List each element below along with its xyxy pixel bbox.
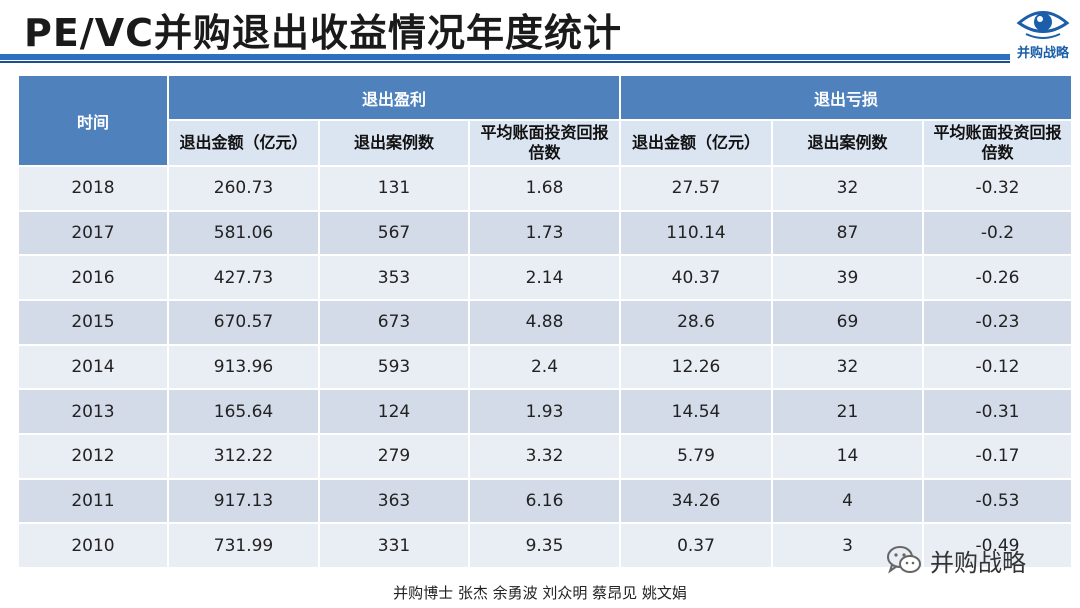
table-cell: 2013 (19, 390, 167, 433)
table-cell: 4.88 (470, 301, 619, 344)
table-cell: 2.4 (470, 345, 619, 389)
table-cell: 2010 (19, 524, 167, 567)
table-cell: 2.14 (470, 256, 619, 299)
table-cell: 131 (320, 167, 468, 210)
subheader-profit-multiple: 平均账面投资回报倍数 (470, 121, 619, 165)
table-cell: 14.54 (621, 390, 771, 433)
table-cell: 2012 (19, 435, 167, 478)
table-cell: 2016 (19, 256, 167, 299)
table-cell: 3 (773, 524, 922, 567)
subheader-profit-cases: 退出案例数 (320, 121, 468, 165)
table-cell: 69 (773, 301, 922, 344)
table-cell: -0.53 (924, 479, 1071, 523)
table-cell: 39 (773, 256, 922, 299)
table-cell: 27.57 (621, 167, 771, 210)
table-cell: 731.99 (169, 524, 318, 567)
table-cell: 670.57 (169, 301, 318, 344)
wechat-watermark: 并购战略 (886, 540, 1026, 580)
table-cell: 28.6 (621, 301, 771, 344)
watermark-text: 并购战略 (930, 548, 1026, 577)
table-cell: -0.2 (924, 211, 1071, 255)
table-cell: 363 (320, 479, 468, 523)
table-cell: 4 (773, 479, 922, 523)
table-cell: 9.35 (470, 524, 619, 567)
table-cell: 427.73 (169, 256, 318, 299)
exit-returns-table: 时间 退出盈利 退出亏损 退出金额（亿元） 退出案例数 平均账面投资回报倍数 退… (19, 76, 1071, 567)
table-cell: 0.37 (621, 524, 771, 567)
table-cell: -0.31 (924, 390, 1071, 433)
table-cell: -0.17 (924, 435, 1071, 478)
header-time: 时间 (19, 76, 167, 165)
table-cell: 331 (320, 524, 468, 567)
table-cell: 165.64 (169, 390, 318, 433)
table-cell: 279 (320, 435, 468, 478)
table-cell: 1.68 (470, 167, 619, 210)
table-cell: 12.26 (621, 345, 771, 389)
table-cell: -0.49 (924, 524, 1071, 567)
table-cell: 913.96 (169, 345, 318, 389)
table-cell: -0.12 (924, 345, 1071, 389)
table-cell: 32 (773, 345, 922, 389)
table-cell: 2011 (19, 479, 167, 523)
table-cell: -0.32 (924, 167, 1071, 210)
table-cell: 2015 (19, 301, 167, 344)
table-cell: 593 (320, 345, 468, 389)
table-cell: 6.16 (470, 479, 619, 523)
header-exit-loss: 退出亏损 (621, 76, 1071, 119)
table-cell: 124 (320, 390, 468, 433)
table-cell: -0.26 (924, 256, 1071, 299)
table-cell: 567 (320, 211, 468, 255)
logo-text: 并购战略 (1016, 46, 1069, 61)
table-cell: 353 (320, 256, 468, 299)
table-cell: 2018 (19, 167, 167, 210)
table-cell: 5.79 (621, 435, 771, 478)
subheader-loss-amount: 退出金额（亿元） (621, 121, 771, 165)
subheader-loss-cases: 退出案例数 (773, 121, 922, 165)
brand-logo: 并购战略 (1010, 6, 1076, 62)
table-cell: 581.06 (169, 211, 318, 255)
table-cell: 110.14 (621, 211, 771, 255)
table-cell: 2017 (19, 211, 167, 255)
subheader-profit-amount: 退出金额（亿元） (169, 121, 318, 165)
table-cell: 21 (773, 390, 922, 433)
table-cell: 260.73 (169, 167, 318, 210)
table-cell: 34.26 (621, 479, 771, 523)
table-cell: 3.32 (470, 435, 619, 478)
header-exit-profit: 退出盈利 (169, 76, 619, 119)
table-cell: -0.23 (924, 301, 1071, 344)
title-underline (0, 54, 1010, 60)
table-cell: 32 (773, 167, 922, 210)
subheader-loss-multiple: 平均账面投资回报倍数 (924, 121, 1071, 165)
table-cell: 87 (773, 211, 922, 255)
table-cell: 673 (320, 301, 468, 344)
table-cell: 1.93 (470, 390, 619, 433)
table-cell: 1.73 (470, 211, 619, 255)
footer-authors: 并购博士 张杰 余勇波 刘众明 蔡昂见 姚文娟 (393, 584, 687, 602)
table-cell: 917.13 (169, 479, 318, 523)
page-title: PE/VC并购退出收益情况年度统计 (24, 11, 622, 55)
wechat-icon (887, 546, 921, 574)
table-cell: 2014 (19, 345, 167, 389)
eye-logo-icon (1016, 11, 1070, 39)
table-cell: 14 (773, 435, 922, 478)
table-cell: 40.37 (621, 256, 771, 299)
table-cell: 312.22 (169, 435, 318, 478)
title-underline-thin (0, 61, 1010, 63)
